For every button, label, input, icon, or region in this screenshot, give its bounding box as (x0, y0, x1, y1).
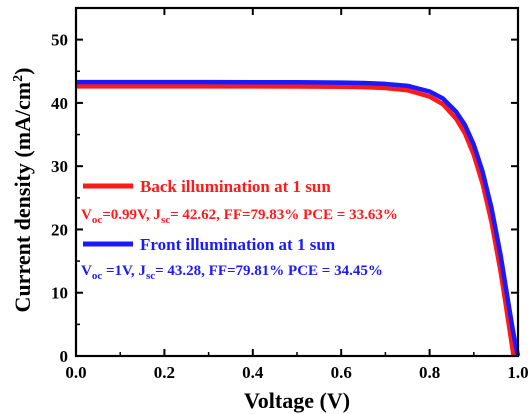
y-tick-label: 40 (51, 94, 68, 113)
annotation-front: Voc =1V, Jsc= 43.28, FF=79.81% PCE = 34.… (81, 263, 383, 282)
y-axis-title-sup: 2 (11, 75, 26, 82)
y-axis-title: Current density (mA/cm2) (10, 68, 35, 313)
series-line-back (76, 84, 516, 357)
ann-back-v: V (81, 207, 92, 223)
ann-front-jsc-value: = 43.28, FF=79.81% PCE = 34.45% (155, 263, 383, 279)
legend-label-front: Front illumination at 1 sun (140, 235, 336, 254)
y-axis-title-main: Current density (mA/cm (10, 82, 35, 313)
x-axis-title: Voltage (V) (244, 388, 350, 413)
legend-entry-front: Front illumination at 1 sun (83, 235, 336, 254)
ann-front-voc-sub: oc (92, 270, 103, 282)
x-tick-label: 0.4 (242, 363, 264, 382)
ann-front-voc-value: =1V, J (102, 263, 146, 279)
legend-entry-back: Back illumination at 1 sun (83, 177, 331, 196)
axis-ticks (75, 8, 519, 357)
y-tick-label: 50 (51, 31, 68, 50)
y-tick-label: 0 (60, 347, 69, 366)
x-tick-label: 0.8 (419, 363, 440, 382)
x-tick-label: 1.0 (507, 363, 528, 382)
x-tick-label: 0.6 (331, 363, 352, 382)
legend-label-back: Back illumination at 1 sun (140, 177, 331, 196)
x-tick-label: 0.0 (65, 363, 86, 382)
axis-tick-labels: 0.0 0.2 0.4 0.6 0.8 1.0 0 10 20 30 40 50 (51, 31, 529, 382)
y-tick-label: 10 (51, 284, 68, 303)
ann-back-voc-sub: oc (92, 214, 103, 226)
y-axis-title-end: ) (10, 68, 35, 75)
ann-back-jsc-sub: sc (161, 214, 170, 226)
ann-back-voc-value: =0.99V, J (102, 207, 161, 223)
ann-front-v: V (81, 263, 92, 279)
y-tick-label: 30 (51, 157, 68, 176)
ann-back-jsc-value: = 42.62, FF=79.83% PCE = 33.63% (170, 207, 398, 223)
ann-front-jsc-sub: sc (146, 270, 155, 282)
plot-lines (76, 79, 521, 357)
y-tick-label: 20 (51, 220, 68, 239)
x-tick-label: 0.2 (154, 363, 175, 382)
annotation-back: Voc=0.99V, Jsc= 42.62, FF=79.83% PCE = 3… (81, 207, 398, 226)
series-line-front (76, 79, 521, 357)
